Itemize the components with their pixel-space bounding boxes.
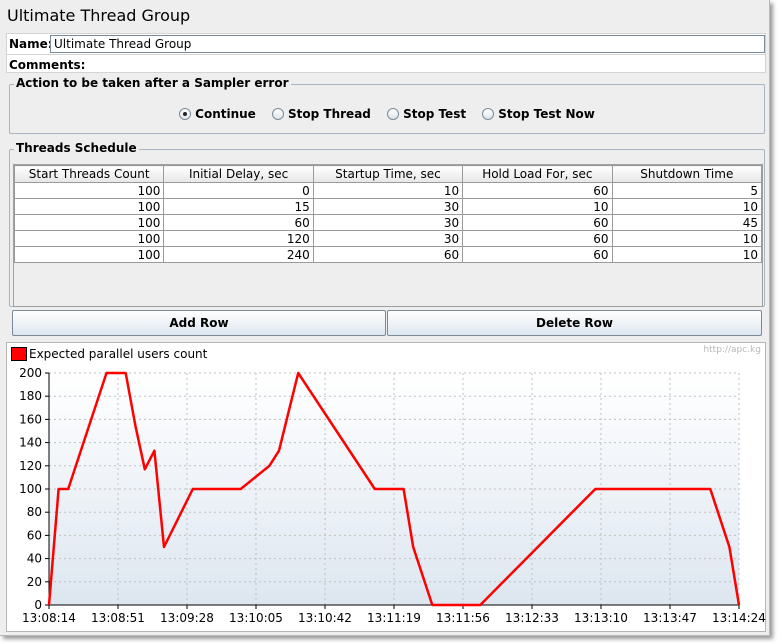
sampler-error-group: Action to be taken after a Sampler error…	[9, 76, 765, 134]
table-row[interactable]: 100 15 30 10 10	[13, 198, 763, 215]
table-cell[interactable]: 60	[462, 214, 613, 231]
table-cell[interactable]: 10	[611, 198, 763, 215]
chart-legend: Expected parallel users count	[11, 347, 207, 361]
x-tick-label: 13:14:24	[712, 611, 766, 625]
x-tick-label: 13:13:10	[574, 611, 628, 625]
y-tick-label: 60	[27, 528, 42, 542]
table-cell[interactable]: 10	[312, 182, 464, 199]
table-cell[interactable]: 60	[462, 230, 613, 247]
table-cell[interactable]: 60	[163, 214, 314, 231]
x-tick-label: 13:10:05	[229, 611, 283, 625]
x-tick-label: 13:10:42	[298, 611, 352, 625]
radio-continue[interactable]: Continue	[179, 107, 256, 121]
y-tick-label: 80	[27, 505, 42, 519]
name-input[interactable]	[50, 35, 765, 53]
radio-unselected-icon	[387, 108, 400, 120]
y-tick-label: 100	[19, 482, 42, 496]
legend-label: Expected parallel users count	[29, 347, 208, 361]
panel-title: Ultimate Thread Group	[7, 6, 191, 25]
table-cell[interactable]: 100	[13, 230, 165, 247]
table-cell[interactable]: 0	[163, 182, 314, 199]
x-tick-label: 13:11:56	[436, 611, 490, 625]
radio-selected-icon	[179, 108, 192, 120]
table-cell[interactable]: 60	[462, 246, 613, 263]
legend-swatch	[11, 347, 27, 361]
table-row[interactable]: 100 240 60 60 10	[13, 246, 763, 263]
threads-schedule-title: Threads Schedule	[14, 141, 139, 155]
radio-unselected-icon	[272, 108, 285, 120]
y-tick-label: 20	[27, 575, 42, 589]
table-cell[interactable]: 10	[611, 246, 763, 263]
table-row[interactable]: 100 60 30 60 45	[13, 214, 763, 231]
comments-label: Comments:	[9, 58, 86, 72]
table-cell[interactable]: 100	[13, 182, 165, 199]
y-tick-label: 140	[19, 436, 42, 450]
radio-stop-thread[interactable]: Stop Thread	[272, 107, 371, 121]
table-cell[interactable]: 30	[312, 230, 464, 247]
radio-stop-test-now-label: Stop Test Now	[498, 107, 595, 121]
y-tick-label: 160	[19, 412, 42, 426]
table-row[interactable]: 100 120 30 60 10	[13, 230, 763, 247]
table-cell[interactable]: 240	[163, 246, 314, 263]
table-cell[interactable]: 100	[13, 198, 165, 215]
table-cell[interactable]: 60	[462, 182, 613, 199]
name-label: Name:	[9, 37, 53, 51]
chart-plot: 13:08:14 13:08:51 13:09:28 13:10:05 13:10:42…	[19, 366, 766, 625]
sampler-error-title: Action to be taken after a Sampler error	[14, 76, 291, 90]
sampler-error-options: Continue Stop Thread Stop Test Stop Test…	[10, 107, 764, 121]
column-header[interactable]: Shutdown Time	[611, 165, 763, 183]
x-tick-label: 13:11:19	[367, 611, 421, 625]
x-tick-label: 13:13:47	[643, 611, 697, 625]
column-header[interactable]: Hold Load For, sec	[462, 165, 613, 183]
chart-watermark: http://apc.kg	[703, 345, 761, 355]
table-row[interactable]: 100 0 10 60 5	[13, 182, 763, 199]
y-tick-label: 200	[19, 366, 42, 380]
name-row: Name:	[6, 33, 766, 55]
x-tick-label: 13:09:28	[160, 611, 214, 625]
schedule-table: Start Threads Count Initial Delay, sec S…	[13, 165, 763, 263]
radio-stop-thread-label: Stop Thread	[288, 107, 371, 121]
table-header-row: Start Threads Count Initial Delay, sec S…	[13, 165, 763, 183]
table-cell[interactable]: 10	[462, 198, 613, 215]
delete-row-button[interactable]: Delete Row	[387, 310, 762, 336]
table-cell[interactable]: 60	[312, 246, 464, 263]
x-tick-label: 13:12:33	[505, 611, 559, 625]
y-tick-label: 40	[27, 552, 42, 566]
table-cell[interactable]: 30	[312, 214, 464, 231]
radio-unselected-icon	[482, 108, 495, 120]
y-tick-label: 120	[19, 459, 42, 473]
radio-stop-test-label: Stop Test	[403, 107, 467, 121]
y-tick-label: 180	[19, 389, 42, 403]
table-cell[interactable]: 120	[163, 230, 314, 247]
comments-row[interactable]: Comments:	[6, 55, 766, 73]
table-cell[interactable]: 10	[611, 230, 763, 247]
table-cell[interactable]: 45	[611, 214, 763, 231]
column-header[interactable]: Start Threads Count	[13, 165, 165, 183]
table-cell[interactable]: 30	[312, 198, 464, 215]
x-tick-label: 13:08:51	[91, 611, 145, 625]
radio-stop-test[interactable]: Stop Test	[387, 107, 466, 121]
schedule-table-container: Start Threads Count Initial Delay, sec S…	[13, 164, 763, 307]
table-cell[interactable]: 100	[13, 246, 165, 263]
column-header[interactable]: Initial Delay, sec	[163, 165, 314, 183]
table-cell[interactable]: 5	[611, 182, 763, 199]
series-line-expected-users	[47, 371, 741, 607]
threads-schedule-group: Threads Schedule Start Threads Count Ini…	[9, 141, 765, 307]
thread-group-panel: Ultimate Thread Group Name: Comments: Ac…	[0, 0, 770, 636]
table-cell[interactable]: 15	[163, 198, 314, 215]
x-tick-label: 13:08:14	[22, 611, 76, 625]
add-row-button[interactable]: Add Row	[12, 310, 386, 336]
radio-stop-test-now[interactable]: Stop Test Now	[482, 107, 595, 121]
radio-continue-label: Continue	[195, 107, 256, 121]
users-chart: Expected parallel users count http://apc…	[6, 342, 766, 632]
y-tick-label: 0	[34, 598, 42, 612]
table-cell[interactable]: 100	[13, 214, 165, 231]
column-header[interactable]: Startup Time, sec	[312, 165, 464, 183]
